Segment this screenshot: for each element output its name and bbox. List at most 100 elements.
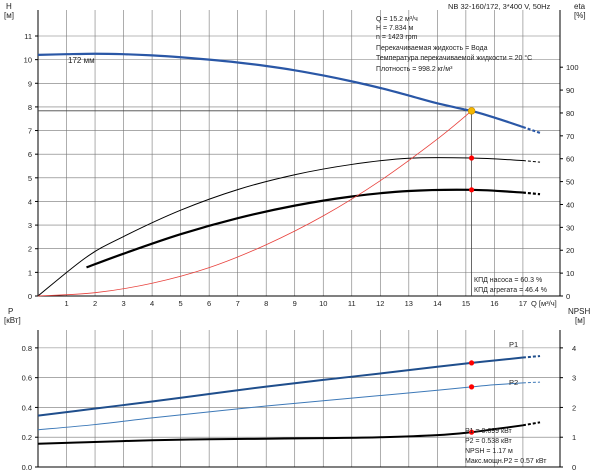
operating-point <box>468 360 475 366</box>
power-axis-title: P [кВт] <box>4 307 21 325</box>
eta-tick-label: 10 <box>566 269 574 278</box>
p1-series-label: P1 <box>509 340 518 349</box>
head-tick-label: 1 <box>28 268 32 277</box>
npsh-tick-label: 3 <box>572 374 576 383</box>
head-axis-title-line1: H <box>6 2 12 11</box>
top-curves <box>37 52 541 297</box>
operating-point <box>468 429 475 435</box>
curve-p2 <box>37 382 523 431</box>
info-line: H = 7.834 м <box>376 25 413 32</box>
x-tick-label: 12 <box>376 299 384 308</box>
x-tick-label: 9 <box>293 299 297 308</box>
model-label: NB 32-160/172, 3*400 V, 50Hz <box>448 2 551 11</box>
head-tick-label: 0 <box>28 292 32 301</box>
power-tick-label: 0.2 <box>22 433 32 442</box>
eta-tick-label: 70 <box>566 132 574 141</box>
eta-axis-title-line2: [%] <box>574 11 586 20</box>
operating-point <box>468 187 475 193</box>
eta-tick-label: 60 <box>566 155 574 164</box>
eta-tick-label: 100 <box>566 63 579 72</box>
x-tick-label: 7 <box>236 299 240 308</box>
npsh-tick-label: 0 <box>572 463 576 472</box>
eta-axis-title-line1: eta <box>574 2 586 11</box>
curve-eta-unit <box>86 188 523 269</box>
impeller-label: 172 мм <box>68 56 95 65</box>
top-grid <box>38 10 560 296</box>
top-panel: 1 2 3 4 5 6 7 8 9 10 11 12 13 14 15 16 17012345678910110… <box>4 2 587 308</box>
curve-eta-pump <box>37 157 523 297</box>
power-tick-label: 0.0 <box>22 463 32 472</box>
head-tick-label: 8 <box>28 103 32 112</box>
x-tick-label: 3 <box>121 299 125 308</box>
x-tick-label: 13 <box>405 299 413 308</box>
x-tick-label: 11 <box>348 299 356 308</box>
info-line: n = 1423 rpm <box>376 34 418 41</box>
bottom-grid <box>38 330 560 467</box>
flow-axis-title: Q [м³/ч] <box>531 299 557 308</box>
npsh-axis-title: NPSH [м] <box>568 307 592 325</box>
eta-axis-title: eta [%] <box>574 2 587 20</box>
curve-extension-npsh <box>522 421 541 427</box>
eta-tick-label: 50 <box>566 178 574 187</box>
x-tick-label: 15 <box>462 299 470 308</box>
x-tick-label: 2 <box>93 299 97 308</box>
power-line: P2 = 0.538 кВт <box>465 438 513 445</box>
top-points <box>467 107 476 193</box>
eta-tick-label: 40 <box>566 200 574 209</box>
curve-p1 <box>37 356 524 417</box>
curve-system-curve <box>37 110 472 297</box>
power-line: NPSH = 1.17 м <box>465 448 513 455</box>
npsh-axis-title-line1: NPSH <box>568 307 590 316</box>
x-tick-label: 6 <box>207 299 211 308</box>
head-tick-label: 2 <box>28 245 32 254</box>
efficiency-line: КПД агрегата = 46.4 % <box>474 287 547 294</box>
bottom-ticks: 0.0 0.2 0.4 0.6 0.8 0 1 2 3 4 <box>22 344 577 472</box>
power-line: P1 = 0.699 кВт <box>465 428 513 435</box>
x-tick-label: 5 <box>179 299 183 308</box>
power-tick-label: 0.6 <box>22 374 32 383</box>
head-tick-label: 9 <box>28 79 32 88</box>
eta-tick-label: 0 <box>566 292 570 301</box>
npsh-axis-title-line2: [м] <box>575 316 585 325</box>
curve-extension-eta-pump <box>522 160 541 163</box>
duty-info: Q = 15.2 м³/ч H = 7.834 м n = 1423 rpm П… <box>376 16 532 73</box>
head-tick-label: 7 <box>28 127 32 136</box>
curve-extension-eta-unit <box>522 191 541 196</box>
operating-point <box>468 384 475 390</box>
head-tick-label: 10 <box>24 56 32 65</box>
power-tick-label: 0.8 <box>22 344 32 353</box>
curve-extension-p2 <box>522 381 541 384</box>
x-tick-label: 16 <box>490 299 498 308</box>
duty-point <box>467 107 476 115</box>
efficiency-info: КПД насоса = 60.3 % КПД агрегата = 46.4 … <box>474 277 547 294</box>
top-ticks: 1 2 3 4 5 6 7 8 9 10 11 12 13 14 15 16 17012345678910110… <box>24 32 579 308</box>
power-info: P1 = 0.699 кВт P2 = 0.538 кВт NPSH = 1.1… <box>465 428 547 465</box>
head-tick-label: 11 <box>24 32 32 41</box>
head-axis-title: H [м] <box>4 2 14 20</box>
bottom-curves <box>37 355 541 445</box>
info-line: Плотность = 998.2 кг/м³ <box>376 66 453 73</box>
curve-extension-p1 <box>522 355 541 359</box>
power-tick-label: 0.4 <box>22 403 32 412</box>
info-line: Температура перекачиваемой жидкости = 20… <box>376 54 532 62</box>
operating-point <box>468 155 475 161</box>
power-axis-title-line1: P <box>8 307 13 316</box>
info-line: Q = 15.2 м³/ч <box>376 16 418 23</box>
head-tick-label: 4 <box>28 197 32 206</box>
npsh-tick-label: 1 <box>572 433 576 442</box>
x-tick-label: 1 <box>64 299 68 308</box>
power-line: Макс.мощн.P2 = 0.57 кВт <box>465 458 547 465</box>
head-tick-label: 5 <box>28 174 32 183</box>
bottom-panel: 0.0 0.2 0.4 0.6 0.8 0 1 2 3 4 P [кВт] NPSH [м] P1… <box>4 307 592 472</box>
eta-tick-label: 90 <box>566 86 574 95</box>
x-tick-label: 14 <box>433 299 441 308</box>
head-axis-title-line2: [м] <box>4 11 14 20</box>
head-tick-label: 3 <box>28 221 32 230</box>
npsh-tick-label: 4 <box>572 344 576 353</box>
eta-tick-label: 20 <box>566 246 574 255</box>
x-tick-label: 10 <box>319 299 327 308</box>
x-tick-label: 4 <box>150 299 154 308</box>
p2-series-label: P2 <box>509 378 518 387</box>
curve-extension-head <box>522 125 541 134</box>
eta-tick-label: 80 <box>566 109 574 118</box>
